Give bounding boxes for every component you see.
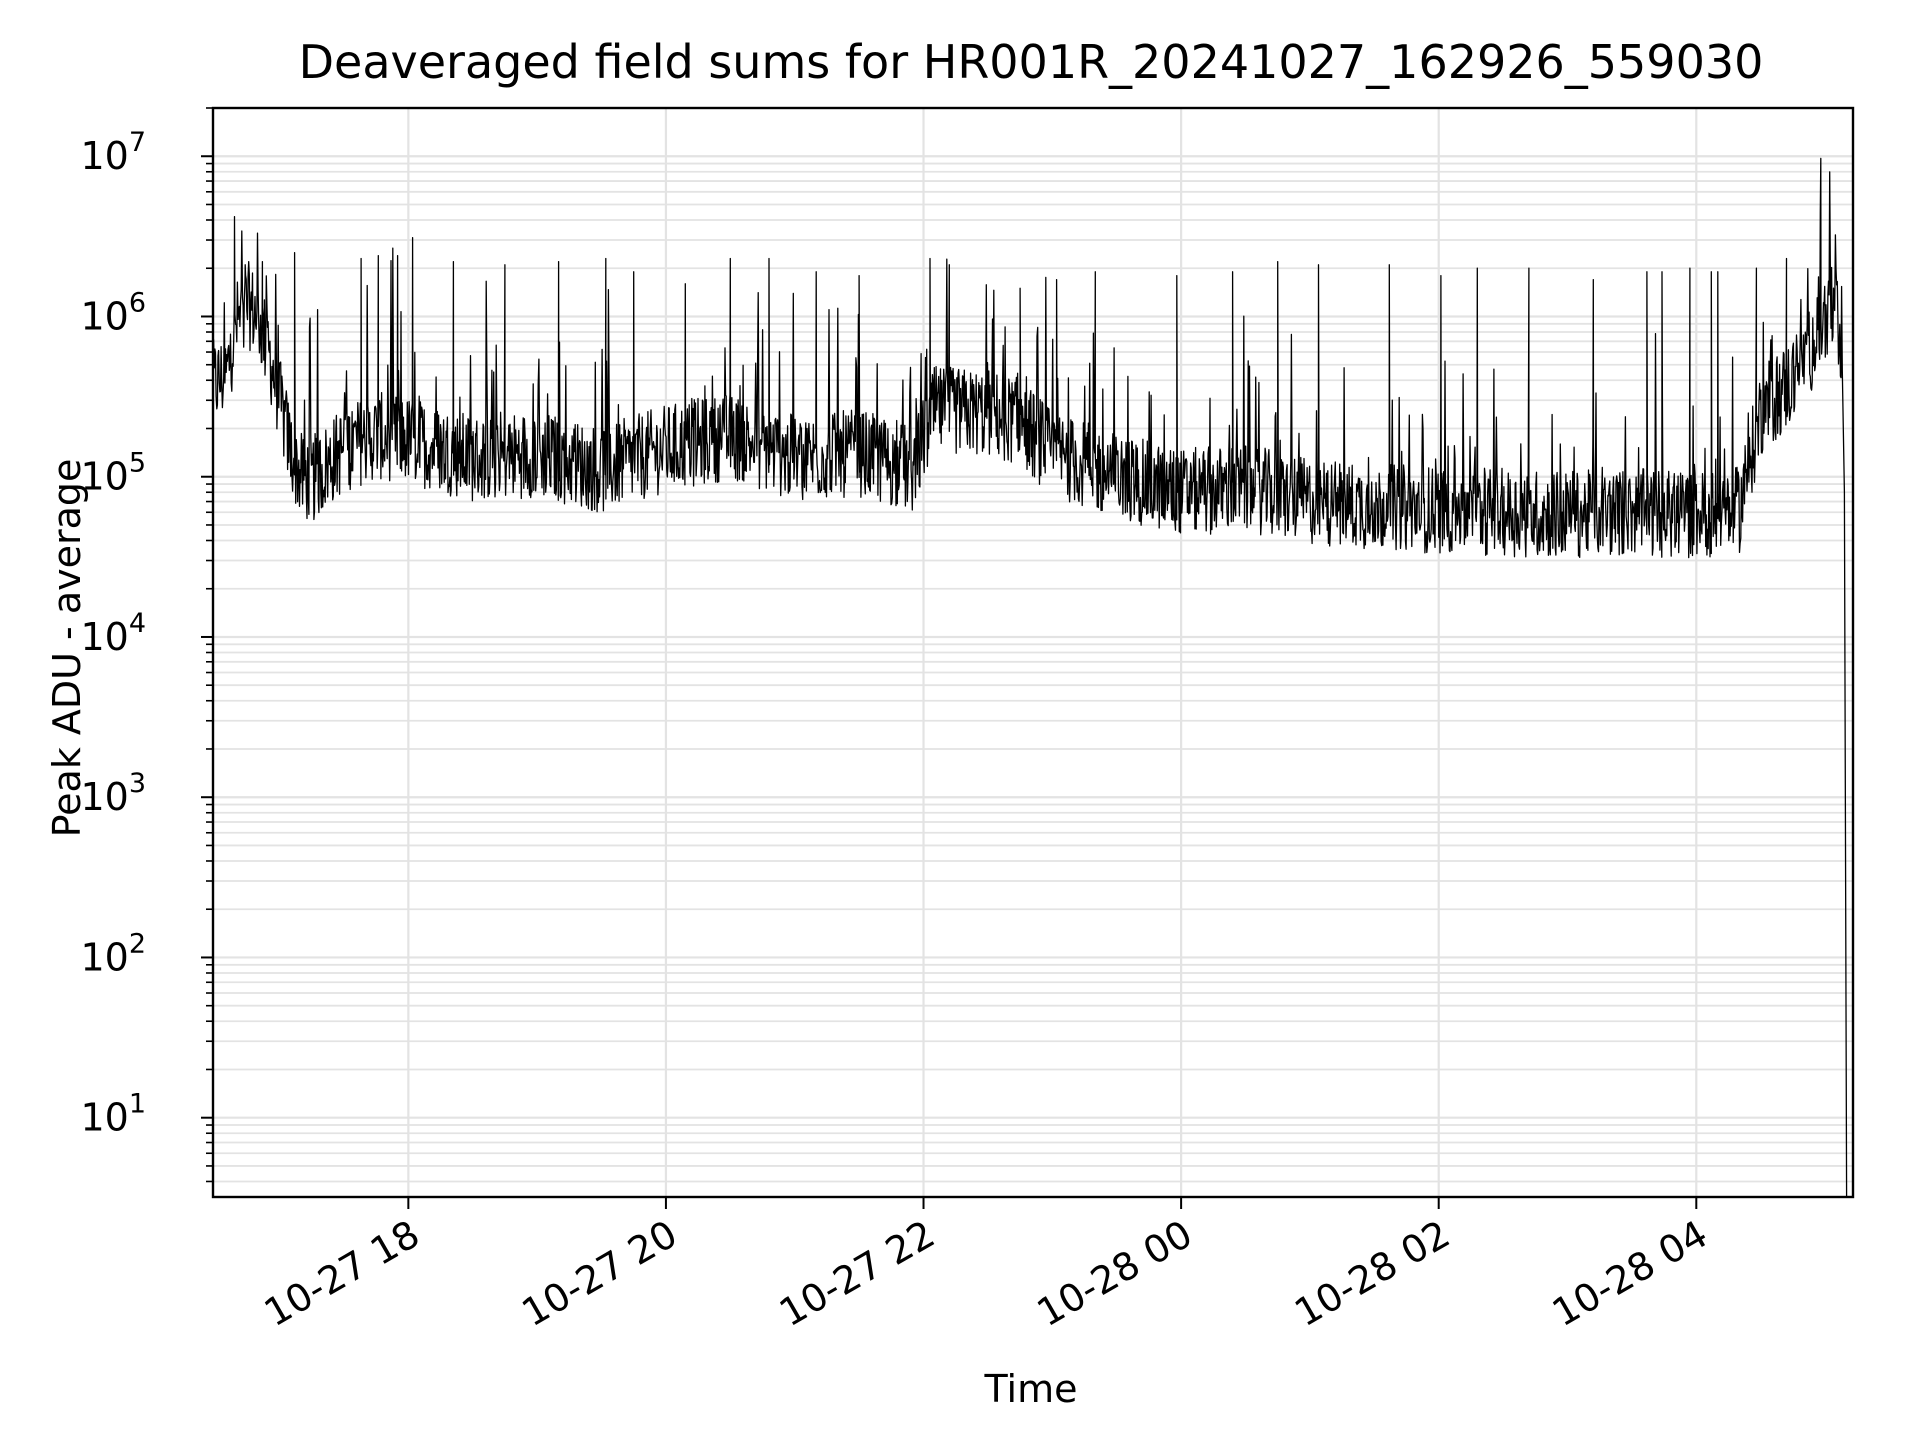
y-tick-base: 10 bbox=[80, 775, 128, 819]
y-tick-label: 105 bbox=[80, 448, 146, 499]
y-tick-base: 10 bbox=[80, 1096, 128, 1140]
y-tick-exponent: 5 bbox=[129, 448, 146, 479]
x-tick-label: 10-28 04 bbox=[1545, 1212, 1715, 1336]
y-tick-label: 101 bbox=[80, 1089, 146, 1140]
y-tick-base: 10 bbox=[80, 294, 128, 338]
y-tick-base: 10 bbox=[80, 455, 128, 499]
y-tick-exponent: 3 bbox=[129, 768, 146, 799]
y-tick-label: 104 bbox=[80, 608, 146, 659]
x-tick-label: 10-28 02 bbox=[1287, 1212, 1457, 1336]
y-tick-label: 102 bbox=[80, 928, 146, 979]
y-tick-base: 10 bbox=[80, 615, 128, 659]
y-tick-label: 103 bbox=[80, 768, 146, 819]
y-axis-label: Peak ADU - average bbox=[45, 459, 89, 838]
x-axis-label: Time bbox=[984, 1367, 1078, 1411]
y-tick-exponent: 6 bbox=[129, 287, 146, 318]
y-tick-base: 10 bbox=[80, 935, 128, 979]
x-tick-label: 10-27 22 bbox=[772, 1212, 942, 1336]
grid bbox=[213, 107, 1853, 1197]
y-tick-label: 106 bbox=[80, 287, 146, 338]
y-tick-exponent: 1 bbox=[129, 1089, 146, 1120]
x-axis: 10-27 18 10-27 20 10-27 22 10-28 00 10-28 02… bbox=[257, 1197, 1715, 1335]
plot-area bbox=[211, 106, 1855, 1199]
y-tick-label: 107 bbox=[80, 127, 146, 178]
y-tick-base: 10 bbox=[80, 134, 128, 178]
series-line bbox=[212, 157, 1848, 1198]
chart-title: Deaveraged field sums for HR001R_2024102… bbox=[299, 35, 1764, 89]
y-tick-exponent: 7 bbox=[129, 127, 146, 158]
y-tick-exponent: 4 bbox=[129, 608, 146, 639]
y-tick-exponent: 2 bbox=[129, 928, 146, 959]
x-tick-label: 10-27 20 bbox=[514, 1212, 684, 1336]
data-series bbox=[212, 157, 1848, 1198]
x-tick-label: 10-28 00 bbox=[1030, 1212, 1200, 1336]
x-tick-label: 10-27 18 bbox=[257, 1212, 427, 1336]
